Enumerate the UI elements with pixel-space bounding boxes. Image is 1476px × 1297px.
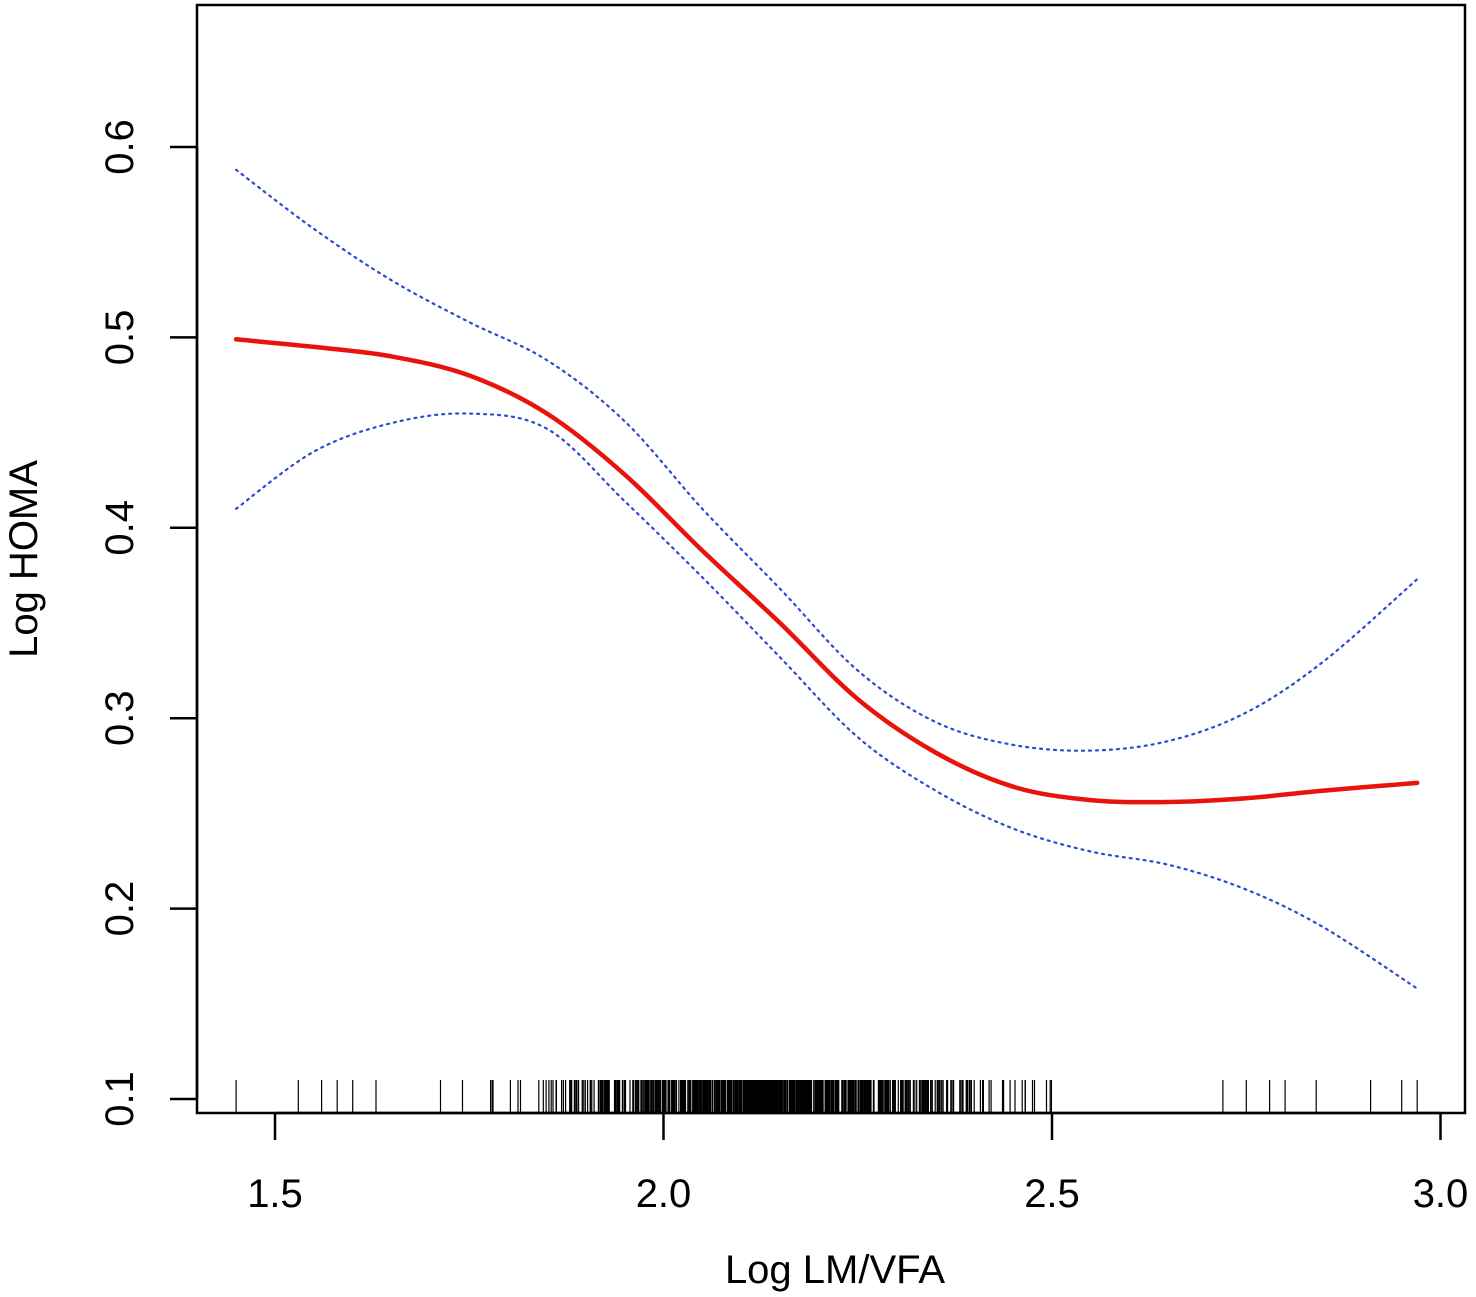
y-tick-label: 0.3 — [98, 690, 142, 746]
rug-plot — [235, 1080, 1418, 1113]
ci-lower-line — [235, 412, 1419, 990]
y-axis: 0.1 0.2 0.3 0.4 0.5 0.6 — [98, 119, 199, 1127]
x-tick-label: 2.5 — [1024, 1172, 1080, 1216]
y-tick-label: 0.4 — [98, 500, 142, 556]
fit-line — [233, 337, 1420, 805]
y-tick-label: 0.6 — [98, 119, 142, 175]
x-tick-label: 3.0 — [1413, 1172, 1469, 1216]
y-tick-label: 0.5 — [98, 310, 142, 366]
y-tick-label: 0.2 — [98, 881, 142, 937]
x-axis-title: Log LM/VFA — [725, 1248, 945, 1292]
fitted-line — [233, 337, 1420, 805]
y-tick-label: 0.1 — [98, 1071, 142, 1127]
y-axis-title: Log HOMA — [2, 460, 46, 658]
ci-upper-line — [235, 168, 1419, 752]
plot-frame — [195, 3, 1467, 1115]
x-tick-label: 1.5 — [247, 1172, 303, 1216]
confidence-interval — [235, 168, 1419, 990]
x-axis: 1.5 2.0 2.5 3.0 — [247, 1111, 1469, 1216]
x-tick-label: 2.0 — [636, 1172, 692, 1216]
